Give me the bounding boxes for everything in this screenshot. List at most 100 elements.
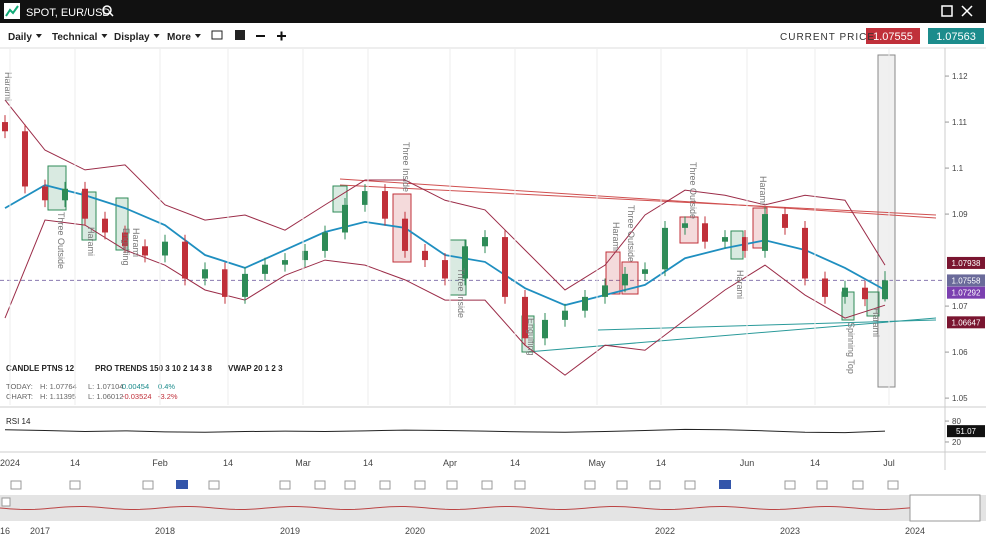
candle-body: [802, 227, 808, 279]
event-icon[interactable]: [887, 480, 899, 490]
indicator-label[interactable]: PRO TRENDS 150 3 10 2 14 3 8: [95, 364, 213, 373]
event-icon[interactable]: [481, 480, 493, 490]
event-icon[interactable]: [344, 480, 356, 490]
navigator-window[interactable]: [909, 494, 981, 522]
event-icon[interactable]: [142, 480, 154, 490]
event-flag[interactable]: [719, 480, 731, 489]
stat: 0.00454: [122, 382, 149, 391]
stat: 0.4%: [158, 382, 175, 391]
stat: TODAY:: [6, 382, 33, 391]
menu[interactable]: Daily: [8, 32, 32, 43]
maximize[interactable]: [941, 5, 953, 17]
menu-caret[interactable]: [153, 34, 160, 38]
pattern-label: Engulfing: [121, 228, 131, 266]
event-icon[interactable]: [208, 480, 220, 490]
trend-line: [597, 319, 937, 331]
navigator-label: 2022: [655, 526, 675, 536]
stat: CHART:: [6, 392, 33, 401]
event-icon[interactable]: [314, 480, 326, 490]
candle-body: [322, 232, 328, 251]
price-tag: [947, 256, 985, 269]
navigator-label: 2020: [405, 526, 425, 536]
event-icon[interactable]: [69, 480, 81, 490]
search-icon[interactable]: [102, 5, 112, 15]
candle-body: [162, 241, 168, 256]
candle-body: [262, 264, 268, 274]
x-label: May: [588, 458, 606, 468]
candle-body: [842, 287, 848, 297]
candle-body: [782, 214, 788, 228]
indicator-label[interactable]: VWAP 20 1 2 3: [228, 364, 283, 373]
candle-body: [342, 204, 348, 233]
navigator-label: 2024: [905, 526, 925, 536]
open-icon[interactable]: [211, 30, 223, 40]
candle-body: [882, 280, 888, 300]
pattern-label: Spinning Top: [846, 322, 856, 374]
event-icon[interactable]: [684, 480, 696, 490]
menu-caret[interactable]: [35, 34, 42, 38]
x-label: 14: [656, 458, 666, 468]
navigator-close[interactable]: [1, 497, 11, 507]
trend-line: [339, 178, 937, 219]
candle-body: [122, 232, 128, 247]
candle-body: [522, 296, 528, 339]
candle-body: [182, 241, 188, 279]
x-label: 14: [70, 458, 80, 468]
candle-body: [82, 188, 88, 219]
stat: H: 1.11395: [40, 392, 76, 401]
x-label: Jul: [883, 458, 895, 468]
search-icon[interactable]: [109, 12, 114, 17]
event-icon[interactable]: [279, 480, 291, 490]
candle-body: [442, 260, 448, 279]
candle-body: [762, 214, 768, 251]
menu-caret[interactable]: [101, 34, 108, 38]
event-icon[interactable]: [584, 480, 596, 490]
candle-body: [582, 296, 588, 311]
rsi-tag-label: 51.07: [956, 427, 977, 436]
event-icon[interactable]: [852, 480, 864, 490]
candle-body: [682, 223, 688, 228]
bid-price: 1.07555: [873, 31, 913, 43]
price-tag-label: 1.07292: [952, 289, 981, 298]
event-icon[interactable]: [616, 480, 628, 490]
event-flag[interactable]: [176, 480, 188, 489]
pattern-label: Harami: [735, 270, 745, 299]
pattern-label: Harami: [3, 72, 13, 101]
menu[interactable]: Display: [114, 32, 150, 43]
close[interactable]: [961, 5, 973, 17]
candle-body: [862, 287, 868, 300]
y-tick-label: 1.06: [952, 348, 968, 357]
title-bar: [0, 0, 986, 23]
indicator-label[interactable]: CANDLE PTNS 12: [6, 364, 75, 373]
menu-caret[interactable]: [194, 34, 201, 38]
current-price-label: CURRENT PRICE:: [780, 32, 879, 43]
price-tag-label: 1.07938: [952, 259, 981, 268]
event-icon[interactable]: [414, 480, 426, 490]
x-label: Jun: [740, 458, 755, 468]
y-tick-label: 1.09: [952, 210, 968, 219]
save-icon[interactable]: [235, 30, 245, 40]
zoom-in[interactable]: [277, 31, 286, 41]
pattern-label: Three Outside: [626, 205, 636, 262]
event-icon[interactable]: [816, 480, 828, 490]
pattern-label: Harami: [611, 222, 621, 251]
event-icon[interactable]: [379, 480, 391, 490]
rsi-tag: [947, 425, 985, 438]
candle-body: [362, 191, 368, 205]
event-icon[interactable]: [10, 480, 22, 490]
candle-body: [642, 269, 648, 274]
candle-body: [302, 250, 308, 261]
candle-body: [422, 250, 428, 261]
rsi-label[interactable]: RSI 14: [6, 417, 31, 426]
event-icon[interactable]: [649, 480, 661, 490]
event-icon[interactable]: [514, 480, 526, 490]
x-label: Apr: [443, 458, 457, 468]
event-icon[interactable]: [446, 480, 458, 490]
menu[interactable]: Technical: [52, 32, 98, 43]
pattern-label: Three Outside: [56, 212, 66, 269]
menu[interactable]: More: [167, 32, 191, 43]
candle-body: [662, 227, 668, 270]
event-icon[interactable]: [784, 480, 796, 490]
y-tick-label: 1.12: [952, 72, 968, 81]
stat: H: 1.07764: [40, 382, 77, 391]
